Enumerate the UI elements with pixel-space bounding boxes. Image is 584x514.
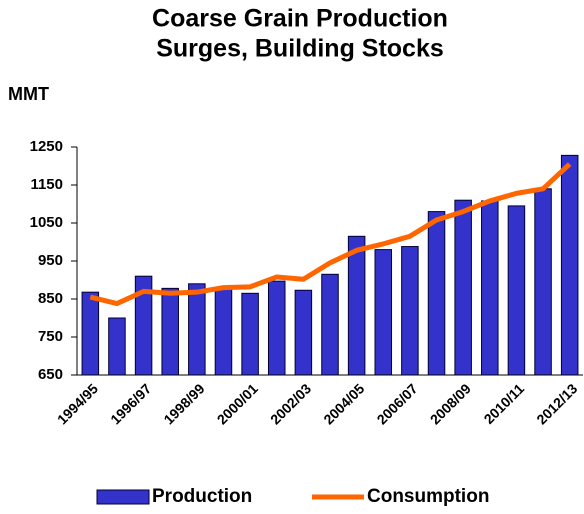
- bar: [454, 199, 472, 376]
- y-tick-label: 1050: [30, 214, 63, 231]
- line: [89, 162, 572, 307]
- x-tick-label: 2000/01: [214, 380, 261, 427]
- x-tick-label: 1998/99: [160, 380, 207, 427]
- y-tick-label: 1150: [30, 176, 63, 193]
- chart-title: Coarse Grain Production: [152, 5, 448, 33]
- x-tick-label: 2004/05: [320, 380, 367, 427]
- x-tick-label: 2012/13: [533, 380, 580, 427]
- x-tick-label: 2010/11: [481, 380, 528, 427]
- bar: [214, 287, 233, 376]
- bar: [374, 249, 393, 376]
- y-tick-label: 950: [38, 252, 63, 269]
- x-tick-label: 1996/97: [107, 380, 154, 427]
- x-tick-label: 2002/03: [267, 380, 314, 427]
- x-tick-label: 2008/09: [427, 380, 474, 427]
- bar: [108, 317, 126, 376]
- y-axis-label: MMT: [8, 84, 49, 104]
- chart-title: Surges, Building Stocks: [156, 35, 444, 63]
- bar: [401, 246, 419, 376]
- bar: [81, 291, 100, 376]
- legend-swatch: [96, 489, 150, 505]
- bar: [161, 287, 179, 376]
- bar: [534, 188, 552, 376]
- bar: [560, 154, 579, 376]
- y-tick-label: 650: [38, 366, 63, 383]
- legend-label: Consumption: [367, 486, 489, 507]
- bar: [427, 211, 446, 376]
- y-tick-label: 850: [38, 290, 63, 307]
- bar: [481, 200, 499, 376]
- bar: [321, 273, 339, 376]
- legend-label: Production: [152, 486, 252, 507]
- bar: [507, 205, 526, 376]
- bar: [241, 292, 259, 376]
- x-tick-label: 1994/95: [54, 380, 101, 427]
- y-tick-label: 750: [38, 328, 63, 345]
- bar: [267, 280, 286, 376]
- y-tick-label: 1250: [30, 138, 63, 155]
- x-tick-label: 2006/07: [374, 380, 421, 427]
- bar: [188, 283, 206, 376]
- bar: [294, 289, 313, 376]
- bar: [347, 235, 366, 376]
